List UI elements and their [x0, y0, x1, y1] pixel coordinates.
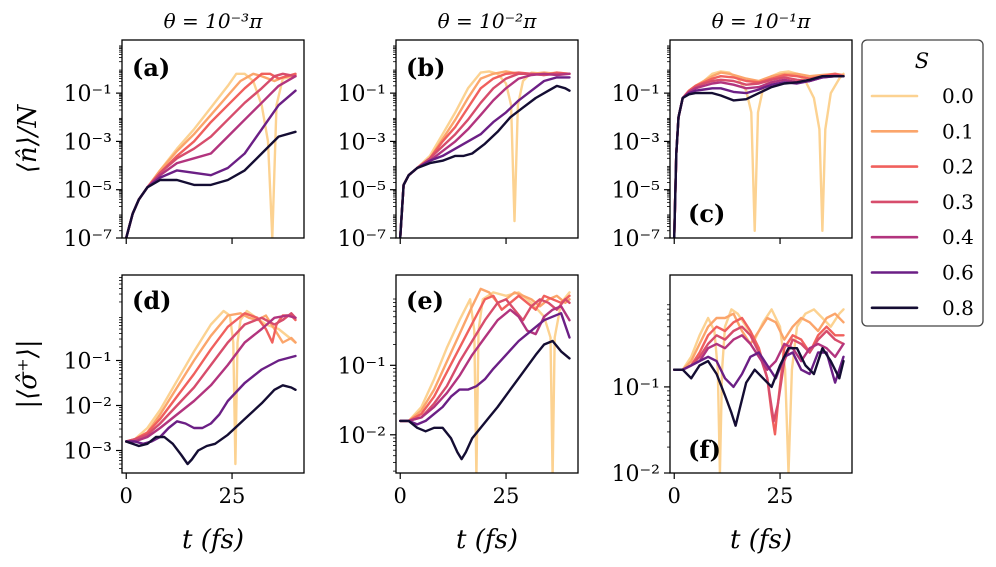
panel-a-series-S0.0 [125, 72, 297, 238]
panel-f-series-S0.4 [673, 334, 845, 371]
panel-d-y-tick-label-2: 10⁻¹ [64, 350, 112, 375]
panel-d-x-tick-label-0: 0 [120, 484, 133, 508]
panel-d-series-S0.4 [125, 314, 297, 443]
column-title-1: θ = 10⁻³π [164, 9, 264, 33]
panel-c-y-tick-label-1: 10⁻⁵ [612, 179, 660, 204]
panel-f-label: (f) [688, 435, 721, 464]
panel-a-y-tick-label-3: 10⁻¹ [64, 82, 112, 107]
panel-d-y-tick-label-0: 10⁻³ [64, 440, 112, 465]
panel-c-frame [669, 39, 853, 239]
legend-label-0.8: 0.8 [942, 296, 974, 320]
panel-a-frame [121, 39, 305, 239]
panel-f-series-S0.8 [673, 347, 845, 427]
panel-a-series-S0.8 [125, 130, 297, 238]
panel-a-y-tick-label-2: 10⁻³ [64, 130, 112, 155]
panel-e-y-tick-label-1: 10⁻¹ [338, 354, 386, 379]
panel-b-series-S0.3 [399, 72, 571, 238]
panel-b-y-tick-label-1: 10⁻⁵ [338, 179, 386, 204]
xlabel-col-1: t (fs) [182, 525, 244, 555]
panel-e-y-tick-label-0: 10⁻² [338, 424, 386, 449]
ylabel-bottom-row: |⟨σ̂⁺⟩| [13, 339, 43, 408]
panel-d-series-S0.3 [125, 312, 297, 443]
panel-c-y-tick-label-3: 10⁻¹ [612, 82, 660, 107]
panel-e-series-S0.4 [399, 305, 571, 423]
panel-d-label: (d) [132, 286, 172, 315]
panel-f-x-tick-label-25: 25 [767, 484, 794, 508]
panel-f-series-S0.6 [673, 351, 845, 389]
column-title-2: θ = 10⁻²π [438, 9, 538, 33]
ylabel-top-row: ⟨n̂⟩/N [13, 103, 43, 173]
panel-e-x-tick-label-25: 25 [493, 484, 520, 508]
xlabel-col-2: t (fs) [456, 525, 518, 555]
panel-f-series-S0.1 [673, 312, 845, 371]
xlabel-col-3: t (fs) [730, 525, 792, 555]
panel-c-y-tick-label-0: 10⁻⁷ [612, 227, 661, 252]
panel-b-label: (b) [406, 53, 446, 82]
panel-e-series-S0.8 [399, 339, 571, 461]
panel-e-frame [395, 274, 579, 474]
panel-f-frame [669, 274, 853, 474]
panel-b: 10⁻⁷ 10⁻⁵ 10⁻³ 10⁻¹ (b) [338, 39, 579, 252]
panel-b-series-S0.8 [399, 84, 571, 238]
legend-label-0.3: 0.3 [942, 190, 974, 214]
panel-d-series-S0.2 [125, 312, 297, 443]
legend-label-0.1: 0.1 [942, 119, 974, 143]
legend-title: S [915, 49, 929, 73]
panel-e-x-tick-label-0: 0 [394, 484, 407, 508]
legend-label-0.4: 0.4 [942, 225, 974, 249]
panel-a-y-tick-label-0: 10⁻⁷ [64, 227, 113, 252]
column-title-3: θ = 10⁻¹π [712, 9, 812, 33]
panel-f-y-tick-label-0: 10⁻² [612, 462, 660, 487]
panel-e-label: (e) [406, 286, 444, 315]
panel-d-y-tick-label-1: 10⁻² [64, 395, 112, 420]
panel-f: 0 25 10⁻² 10⁻¹ (f) [612, 274, 853, 508]
panel-c-series-S0.8 [673, 75, 845, 238]
legend-label-0.6: 0.6 [942, 261, 974, 285]
panel-b-y-tick-label-3: 10⁻¹ [338, 82, 386, 107]
panel-f-x-tick-label-0: 0 [668, 484, 681, 508]
panel-b-y-tick-label-0: 10⁻⁷ [338, 227, 387, 252]
panel-d-series-S0.1 [125, 312, 297, 443]
panel-a-label: (a) [132, 53, 170, 82]
panel-e-series-S0.0 [399, 291, 571, 473]
legend-label-0.2: 0.2 [942, 155, 974, 179]
legend-label-0.0: 0.0 [942, 84, 974, 108]
panel-b-frame [395, 39, 579, 239]
panel-e: 0 25 10⁻² 10⁻¹ (e) [338, 274, 579, 508]
panel-e-series-S0.6 [399, 312, 571, 426]
legend: S 0.0 0.1 0.2 0.3 0.4 0.6 0.8 [861, 39, 984, 327]
panel-d: 0 25 10⁻³ 10⁻² 10⁻¹ (d) [64, 274, 305, 508]
panel-d-x-tick-label-25: 25 [219, 484, 246, 508]
panel-d-series-S0.8 [125, 384, 297, 466]
panel-b-series-S0.6 [399, 76, 571, 238]
panel-f-y-tick-label-1: 10⁻¹ [612, 376, 660, 401]
legend-frame [861, 39, 984, 327]
panel-c-y-tick-label-2: 10⁻³ [612, 130, 660, 155]
panel-b-y-tick-label-2: 10⁻³ [338, 130, 386, 155]
panel-a-y-tick-label-1: 10⁻⁵ [64, 179, 112, 204]
panel-c: 10⁻⁷ 10⁻⁵ 10⁻³ 10⁻¹ (c) [612, 39, 853, 252]
panel-c-label: (c) [688, 199, 725, 228]
panel-a: 10⁻⁷ 10⁻⁵ 10⁻³ 10⁻¹ (a) [64, 39, 305, 252]
panel-e-series-S0.3 [399, 298, 571, 423]
